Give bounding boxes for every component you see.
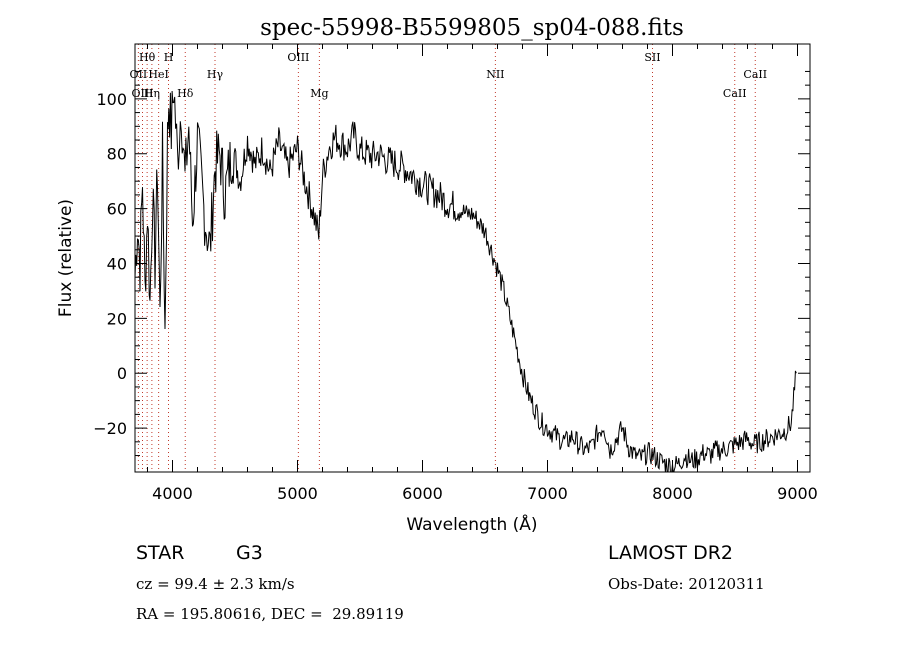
emission-line-label: NII	[486, 68, 504, 81]
y-tick-label: 80	[107, 145, 127, 164]
emission-line-label: OII	[130, 68, 148, 81]
emission-line-label: OIII	[287, 51, 309, 64]
survey-label: LAMOST DR2	[608, 542, 733, 564]
x-tick-label: 9000	[777, 484, 818, 503]
y-axis-label: Flux (relative)	[56, 199, 76, 317]
emission-line-label: Mg	[310, 87, 328, 100]
emission-line-label: Hδ	[177, 87, 194, 100]
emission-line-label: H	[164, 51, 174, 64]
y-tick-label: 100	[96, 90, 127, 109]
x-tick-label: 7000	[527, 484, 568, 503]
x-axis: 4000 5000 6000 7000 8000 9000	[147, 44, 818, 503]
object-subclass: G3	[236, 542, 263, 564]
plot-frame	[134, 43, 811, 473]
y-tick-label: −20	[93, 419, 127, 438]
emission-line-label: CaII	[743, 68, 767, 81]
emission-line-markers	[137, 44, 756, 472]
emission-line-label: HeI	[148, 68, 168, 81]
object-class: STAR	[136, 542, 185, 564]
y-tick-label: 40	[107, 254, 127, 273]
emission-line-label: Hγ	[207, 68, 224, 81]
emission-line-label: Hθ	[139, 51, 156, 64]
y-tick-label: 20	[107, 309, 127, 328]
y-tick-label: 0	[117, 364, 127, 383]
observation-date: Obs-Date: 20120311	[608, 575, 765, 593]
x-tick-label: 8000	[652, 484, 693, 503]
emission-line-label: OIII	[131, 87, 153, 100]
y-axis: −20 0 20 40 60 80 100	[93, 70, 810, 457]
spectrum-line	[135, 90, 797, 472]
emission-line-label: Hη	[144, 87, 160, 100]
y-tick-label: 60	[107, 200, 127, 219]
emission-line-label: CaII	[723, 87, 747, 100]
x-tick-label: 5000	[277, 484, 318, 503]
x-tick-label: 4000	[152, 484, 193, 503]
chart-title: spec-55998-B5599805_sp04-088.fits	[260, 15, 684, 41]
coordinates: RA = 195.80616, DEC = 29.89119	[136, 605, 404, 623]
x-tick-label: 6000	[402, 484, 443, 503]
emission-line-label: SII	[644, 51, 660, 64]
redshift-velocity: cz = 99.4 ± 2.3 km/s	[136, 575, 295, 593]
x-axis-label: Wavelength (Å)	[406, 513, 537, 535]
